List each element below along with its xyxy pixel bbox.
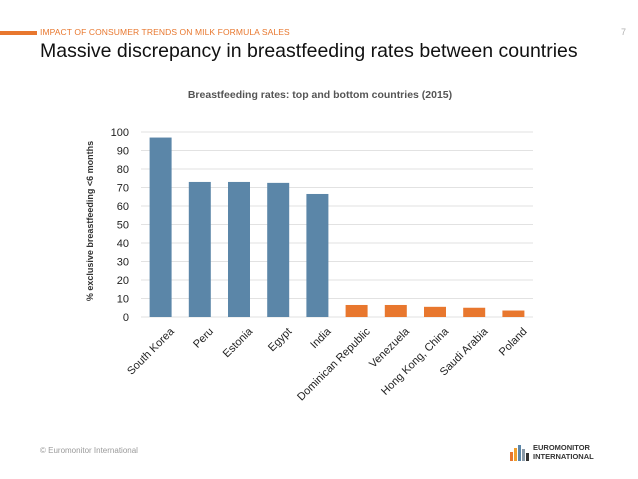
bar: [502, 310, 525, 317]
bar: [188, 181, 211, 317]
bar: [228, 181, 250, 317]
x-axis-ticks: South Korea Peru Estonia Egypt IndiaDominica…: [125, 325, 530, 403]
logo-text-line2: INTERNATIONAL: [533, 452, 594, 461]
y-axis-ticks: 0 10 20 30 40 50 60 70 80 90 100: [111, 127, 129, 324]
bar: [384, 304, 407, 317]
y-tick-label: 60: [117, 201, 129, 213]
x-tick-label: Hong Kong, China: [379, 325, 452, 398]
bar: [306, 193, 329, 317]
page-number: 7: [620, 27, 626, 37]
x-tick-label: Peru: [191, 326, 216, 351]
y-tick-label: 20: [117, 275, 129, 287]
y-tick-label: 50: [117, 220, 129, 232]
page-title: Massive discrepancy in breastfeeding rat…: [40, 40, 578, 62]
footer-copyright: © Euromonitor International: [40, 446, 138, 455]
y-tick-label: 30: [117, 257, 129, 269]
bar: [463, 307, 486, 317]
section-label: IMPACT OF CONSUMER TRENDS ON MILK FORMUL…: [40, 27, 290, 37]
y-tick-label: 70: [117, 183, 129, 195]
logo-text-line1: EUROMONITOR: [533, 443, 591, 452]
bar: [267, 182, 290, 317]
x-tick-label: Egypt: [266, 326, 294, 354]
bars: [149, 137, 525, 317]
y-tick-label: 10: [117, 294, 129, 306]
x-tick-label: Poland: [497, 326, 530, 359]
y-tick-label: 40: [117, 238, 129, 250]
y-tick-label: 0: [123, 312, 129, 324]
x-tick-label: South Korea: [125, 325, 177, 377]
y-axis-label: % exclusive breastfeeding <6 months: [85, 141, 95, 301]
x-tick-label: India: [308, 325, 334, 351]
euromonitor-logo: EUROMONITOR INTERNATIONAL: [510, 443, 594, 461]
header-accent-bar: [0, 31, 37, 35]
x-tick-label: Estonia: [221, 325, 256, 360]
bar-chart: Breastfeeding rates: top and bottom coun…: [85, 89, 533, 403]
bar: [345, 304, 368, 317]
y-tick-label: 80: [117, 164, 129, 176]
bar: [149, 137, 172, 317]
bar: [424, 306, 446, 317]
y-tick-label: 100: [111, 127, 129, 139]
chart-title: Breastfeeding rates: top and bottom coun…: [188, 89, 452, 101]
y-tick-label: 90: [117, 146, 129, 158]
logo-mark-icon: [510, 445, 529, 461]
x-tick-label: Dominican Republic: [295, 325, 373, 403]
